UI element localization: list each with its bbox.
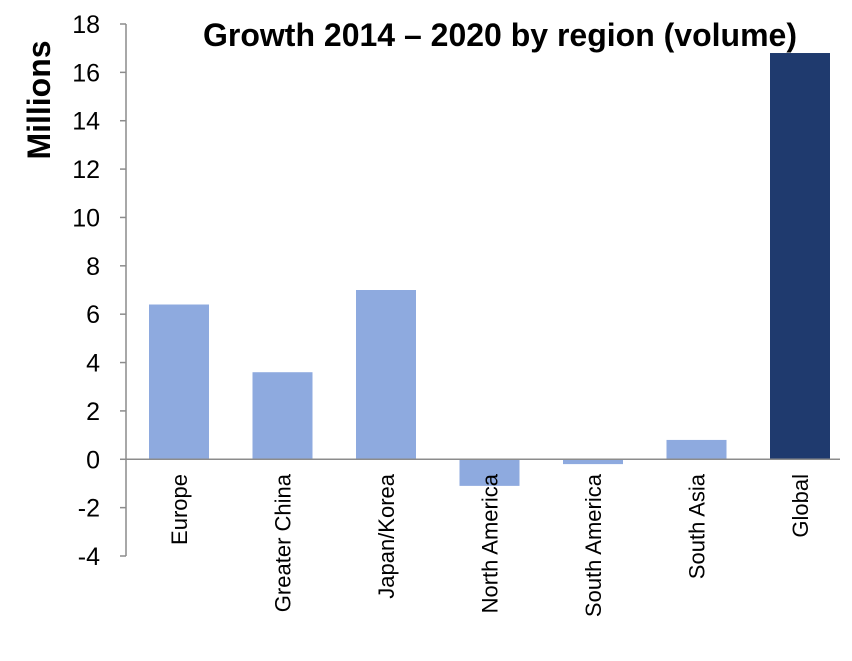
y-tick-label: 12 bbox=[72, 156, 100, 184]
x-category-label: Greater China bbox=[271, 473, 296, 612]
y-axis-ticks: -4 -2 0 2 4 6 8 10 12 14 16 18 bbox=[72, 11, 126, 571]
y-tick-label: 10 bbox=[72, 204, 100, 232]
y-tick-label: 18 bbox=[72, 11, 100, 39]
bar-south-america bbox=[563, 459, 623, 465]
y-tick-label: 2 bbox=[86, 398, 100, 426]
bar-north-america bbox=[459, 459, 520, 486]
y-tick-label: 4 bbox=[86, 350, 100, 378]
y-axis-label: Millions bbox=[21, 40, 57, 159]
y-tick-label: 14 bbox=[72, 108, 100, 136]
x-category-label: South America bbox=[581, 473, 606, 617]
x-category-label: South Asia bbox=[685, 473, 710, 579]
y-tick-label: -4 bbox=[78, 543, 100, 571]
x-category-label: Europe bbox=[167, 474, 192, 545]
x-category-label: Japan/Korea bbox=[374, 473, 399, 599]
bar-global bbox=[770, 53, 830, 460]
chart-title: Growth 2014 – 2020 by region (volume) bbox=[203, 17, 797, 53]
category-labels: Europe Greater China Japan/Korea North Amer… bbox=[167, 473, 813, 617]
bar-japan-korea bbox=[356, 290, 416, 460]
bar-greater-china bbox=[252, 372, 313, 460]
y-tick-label: 8 bbox=[86, 253, 100, 281]
y-tick-label: 0 bbox=[86, 446, 100, 474]
x-category-label: North America bbox=[478, 473, 503, 613]
bar-south-asia bbox=[666, 439, 727, 460]
bars bbox=[149, 53, 830, 486]
y-tick-label: 16 bbox=[72, 59, 100, 87]
y-tick-label: -2 bbox=[78, 495, 100, 523]
bar-europe bbox=[149, 304, 209, 460]
x-category-label: Global bbox=[788, 474, 813, 538]
y-tick-label: 6 bbox=[86, 301, 100, 329]
